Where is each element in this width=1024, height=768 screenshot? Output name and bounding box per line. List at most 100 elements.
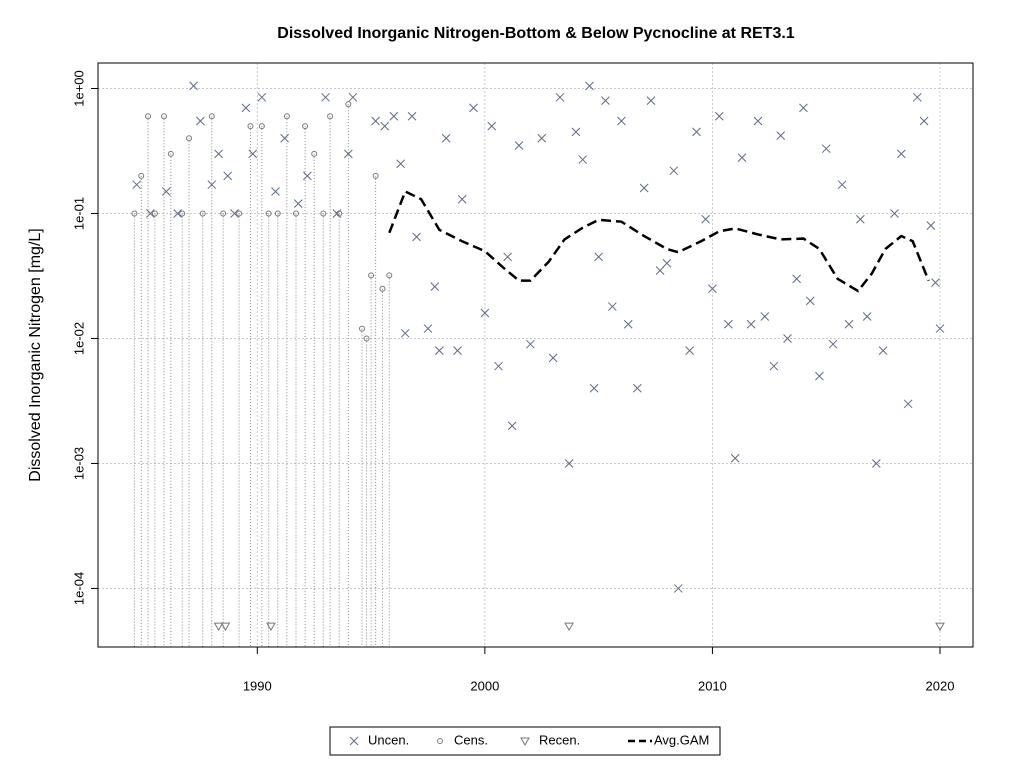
point: [293, 199, 303, 208]
point: [423, 324, 433, 333]
point: [844, 319, 854, 329]
point: [348, 92, 358, 102]
point: [935, 622, 945, 632]
point: [274, 210, 281, 217]
point: [430, 282, 440, 291]
point: [358, 325, 365, 332]
point: [220, 210, 227, 217]
point: [708, 284, 717, 294]
point: [311, 150, 318, 157]
point: [526, 339, 535, 349]
point: [685, 346, 695, 355]
point: [896, 149, 906, 159]
point: [912, 92, 922, 102]
point: [537, 133, 547, 143]
point: [514, 141, 524, 150]
point: [368, 272, 375, 279]
legend-label: Recen.: [539, 732, 580, 747]
point: [646, 96, 656, 105]
chart-title: Dissolved Inorganic Nitrogen-Bottom & Be…: [277, 25, 795, 42]
x-tick-label: 2010: [698, 678, 727, 693]
point: [487, 121, 497, 131]
point: [935, 324, 945, 333]
point: [919, 116, 929, 126]
point: [161, 187, 171, 196]
point: [379, 285, 386, 292]
point: [230, 209, 239, 218]
point: [469, 103, 478, 113]
point: [856, 214, 865, 224]
point: [805, 296, 815, 306]
point: [760, 312, 770, 321]
point: [730, 453, 740, 463]
point: [931, 278, 940, 287]
legend-box: [329, 726, 721, 756]
y-tick-label: 1e-03: [71, 447, 86, 480]
point: [321, 92, 330, 102]
point: [258, 123, 265, 130]
y-tick-label: 1e-02: [71, 322, 86, 355]
point: [207, 180, 217, 190]
point: [186, 135, 193, 142]
point: [283, 113, 290, 120]
point: [701, 214, 710, 224]
point: [594, 252, 604, 262]
legend-symbol: [437, 738, 443, 744]
point: [507, 421, 517, 431]
point: [189, 81, 198, 91]
point: [343, 149, 353, 159]
point: [623, 319, 633, 329]
point: [196, 116, 205, 126]
point: [890, 209, 899, 218]
point: [199, 210, 206, 217]
point: [673, 584, 683, 593]
point: [151, 210, 158, 217]
point: [280, 133, 289, 143]
point: [320, 210, 327, 217]
point: [503, 252, 512, 262]
point: [138, 172, 145, 179]
point: [236, 210, 243, 217]
point: [776, 131, 786, 140]
legend: Uncen. Cens. Recen. Avg.GAM: [329, 726, 721, 756]
point: [363, 335, 370, 342]
point: [412, 232, 421, 242]
point: [589, 383, 599, 393]
legend-label: Cens.: [454, 732, 488, 747]
point: [179, 210, 186, 217]
point: [457, 194, 467, 204]
gam-line: [388, 189, 930, 293]
point: [248, 149, 258, 159]
point: [548, 353, 558, 363]
point: [753, 116, 763, 126]
point: [167, 150, 174, 157]
point: [434, 346, 444, 355]
point: [380, 121, 390, 131]
plot-frame: [97, 62, 974, 648]
point: [878, 346, 888, 355]
point: [607, 302, 617, 311]
point: [223, 171, 233, 181]
point: [837, 180, 847, 190]
point: [303, 171, 312, 181]
point: [247, 123, 254, 130]
point: [815, 371, 824, 381]
point: [396, 159, 406, 169]
point: [145, 113, 152, 120]
point: [903, 399, 913, 409]
x-tick-label: 2020: [926, 678, 955, 693]
point: [714, 111, 724, 121]
point: [213, 622, 224, 632]
point: [564, 459, 574, 468]
legend-symbol: [520, 737, 530, 747]
point: [160, 113, 167, 120]
point: [799, 103, 808, 113]
point: [632, 383, 642, 393]
point: [173, 209, 183, 218]
point: [639, 183, 649, 193]
point: [131, 210, 138, 217]
point: [769, 361, 779, 371]
point: [828, 339, 838, 349]
point: [336, 210, 343, 217]
